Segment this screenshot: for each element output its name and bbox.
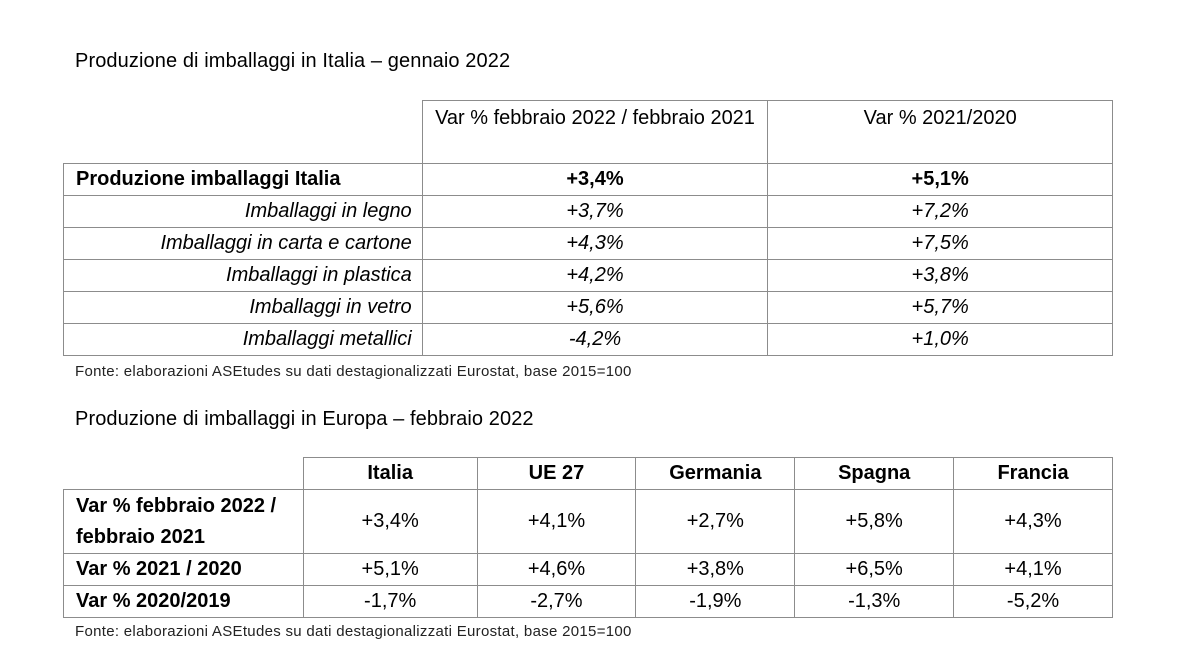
- cell-value: +6,5%: [794, 553, 955, 586]
- row-label-total: Produzione imballaggi Italia: [63, 163, 423, 196]
- column-header-spagna: Spagna: [794, 457, 955, 490]
- row-label-var-2021: Var % 2021 / 2020: [63, 553, 304, 586]
- italy-table-title: Produzione di imballaggi in Italia – gen…: [75, 50, 511, 72]
- cell-value: +4,3%: [421, 227, 769, 260]
- cell-value: +3,4%: [302, 489, 478, 554]
- row-label-var-feb: Var % febbraio 2022 / febbraio 2021: [63, 489, 304, 554]
- table-row: Imballaggi metallici -4,2% +1,0%: [63, 323, 1113, 356]
- italy-header-empty-cell: [63, 100, 423, 164]
- column-header-francia: Francia: [953, 457, 1113, 490]
- cell-value: +7,2%: [767, 195, 1113, 228]
- table-row: Var % 2020/2019 -1,7% -2,7% -1,9% -1,3% …: [63, 585, 1113, 618]
- cell-value: +3,4%: [421, 163, 769, 196]
- europe-table-title: Produzione di imballaggi in Europa – feb…: [75, 408, 534, 430]
- cell-value: -5,2%: [953, 585, 1113, 618]
- cell-value: +3,8%: [635, 553, 796, 586]
- column-header-ue27: UE 27: [476, 457, 637, 490]
- table-row: Imballaggi in legno +3,7% +7,2%: [63, 195, 1113, 228]
- row-label-legno: Imballaggi in legno: [63, 195, 423, 228]
- cell-value: +5,6%: [421, 291, 769, 324]
- italy-header-var-feb: Var % febbraio 2022 / febbraio 2021: [421, 100, 769, 164]
- cell-value: +5,7%: [767, 291, 1113, 324]
- row-label-metallici: Imballaggi metallici: [63, 323, 423, 356]
- cell-value: +4,3%: [953, 489, 1113, 554]
- cell-value: +4,1%: [476, 489, 637, 554]
- europe-source-note: Fonte: elaborazioni ASEtudes su dati des…: [75, 623, 632, 640]
- table-row: Produzione imballaggi Italia +3,4% +5,1%: [63, 163, 1113, 196]
- column-header-italia: Italia: [302, 457, 478, 490]
- cell-value: +7,5%: [767, 227, 1113, 260]
- table-row: Imballaggi in plastica +4,2% +3,8%: [63, 259, 1113, 292]
- europe-production-table: Italia UE 27 Germania Spagna Francia Var…: [63, 457, 1113, 618]
- italy-production-table: Var % febbraio 2022 / febbraio 2021 Var …: [63, 100, 1113, 356]
- italy-header-var-year: Var % 2021/2020: [767, 100, 1113, 164]
- cell-value: +5,8%: [794, 489, 955, 554]
- cell-value: -4,2%: [421, 323, 769, 356]
- row-label-var-2020: Var % 2020/2019: [63, 585, 304, 618]
- cell-value: +5,1%: [767, 163, 1113, 196]
- cell-value: +3,7%: [421, 195, 769, 228]
- table-row: Imballaggi in vetro +5,6% +5,7%: [63, 291, 1113, 324]
- cell-value: +5,1%: [302, 553, 478, 586]
- italy-source-note: Fonte: elaborazioni ASEtudes su dati des…: [75, 363, 632, 380]
- cell-value: -1,3%: [794, 585, 955, 618]
- cell-value: +4,1%: [953, 553, 1113, 586]
- cell-value: +4,6%: [476, 553, 637, 586]
- row-label-plastica: Imballaggi in plastica: [63, 259, 423, 292]
- table-row: Var % 2021 / 2020 +5,1% +4,6% +3,8% +6,5…: [63, 553, 1113, 586]
- table-row: Imballaggi in carta e cartone +4,3% +7,5…: [63, 227, 1113, 260]
- cell-value: +3,8%: [767, 259, 1113, 292]
- cell-value: +1,0%: [767, 323, 1113, 356]
- cell-value: +4,2%: [421, 259, 769, 292]
- cell-value: -1,7%: [302, 585, 478, 618]
- column-header-germania: Germania: [635, 457, 796, 490]
- cell-value: +2,7%: [635, 489, 796, 554]
- row-label-vetro: Imballaggi in vetro: [63, 291, 423, 324]
- cell-value: -1,9%: [635, 585, 796, 618]
- cell-value: -2,7%: [476, 585, 637, 618]
- row-label-carta: Imballaggi in carta e cartone: [63, 227, 423, 260]
- europe-header-row: Italia UE 27 Germania Spagna Francia: [63, 457, 1113, 490]
- italy-header-row: Var % febbraio 2022 / febbraio 2021 Var …: [63, 100, 1113, 164]
- table-row: Var % febbraio 2022 / febbraio 2021 +3,4…: [63, 489, 1113, 554]
- europe-header-empty-cell: [63, 457, 304, 490]
